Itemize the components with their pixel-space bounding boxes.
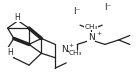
Text: I⁻: I⁻ [104,3,111,12]
Text: +: + [68,43,74,48]
Text: H: H [14,13,20,22]
Text: CH₃: CH₃ [84,24,98,30]
Text: CH₃: CH₃ [69,50,82,56]
Text: N: N [61,45,67,54]
Text: I⁻: I⁻ [74,7,81,16]
Text: +: + [96,31,101,36]
Text: N: N [88,32,94,42]
Text: H: H [7,48,13,57]
